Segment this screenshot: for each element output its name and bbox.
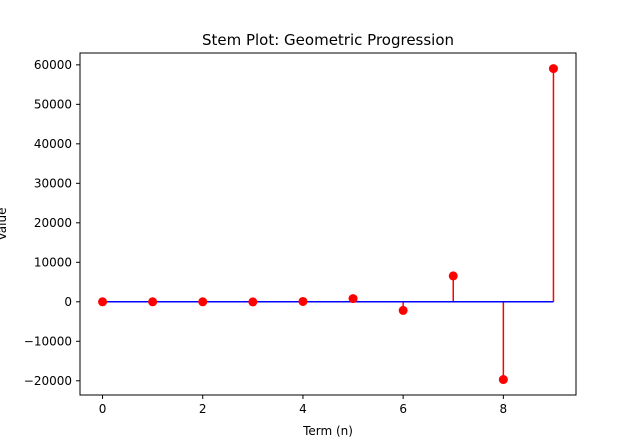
y-tick-label: 10000 — [34, 255, 72, 269]
stem-marker — [448, 271, 458, 281]
stem-marker — [98, 297, 108, 307]
axes-frame — [79, 52, 577, 396]
plot-area — [98, 64, 558, 385]
x-tick-label: 6 — [399, 402, 407, 416]
y-tick-label: 0 — [64, 295, 72, 309]
y-tick-label: 50000 — [34, 97, 72, 111]
stem-marker — [398, 305, 408, 315]
x-tick-label: 0 — [99, 402, 107, 416]
y-axis-label: Value — [0, 208, 9, 241]
chart-title: Stem Plot: Geometric Progression — [202, 31, 454, 49]
stem-marker — [198, 297, 208, 307]
x-tick-label: 4 — [299, 402, 307, 416]
stem-marker — [348, 294, 358, 304]
stem-marker — [298, 296, 308, 306]
y-tick-label: 60000 — [34, 58, 72, 72]
y-tick-label: −20000 — [24, 374, 72, 388]
y-axis-ticks: −20000 −10000 0 10000 20000 30000 40000 50000 60… — [24, 58, 80, 388]
stem-marker — [148, 297, 158, 307]
stem-marker — [248, 297, 258, 307]
x-tick-label: 8 — [500, 402, 508, 416]
y-tick-label: 30000 — [34, 176, 72, 190]
y-tick-label: −10000 — [24, 334, 72, 348]
x-tick-label: 2 — [199, 402, 207, 416]
x-axis-ticks: 0 2 4 6 8 — [99, 395, 507, 416]
stem-marker — [498, 375, 508, 385]
y-tick-label: 20000 — [34, 216, 72, 230]
y-tick-label: 40000 — [34, 137, 72, 151]
x-axis-label: Term (n) — [302, 424, 353, 438]
stem-marker — [548, 64, 558, 74]
